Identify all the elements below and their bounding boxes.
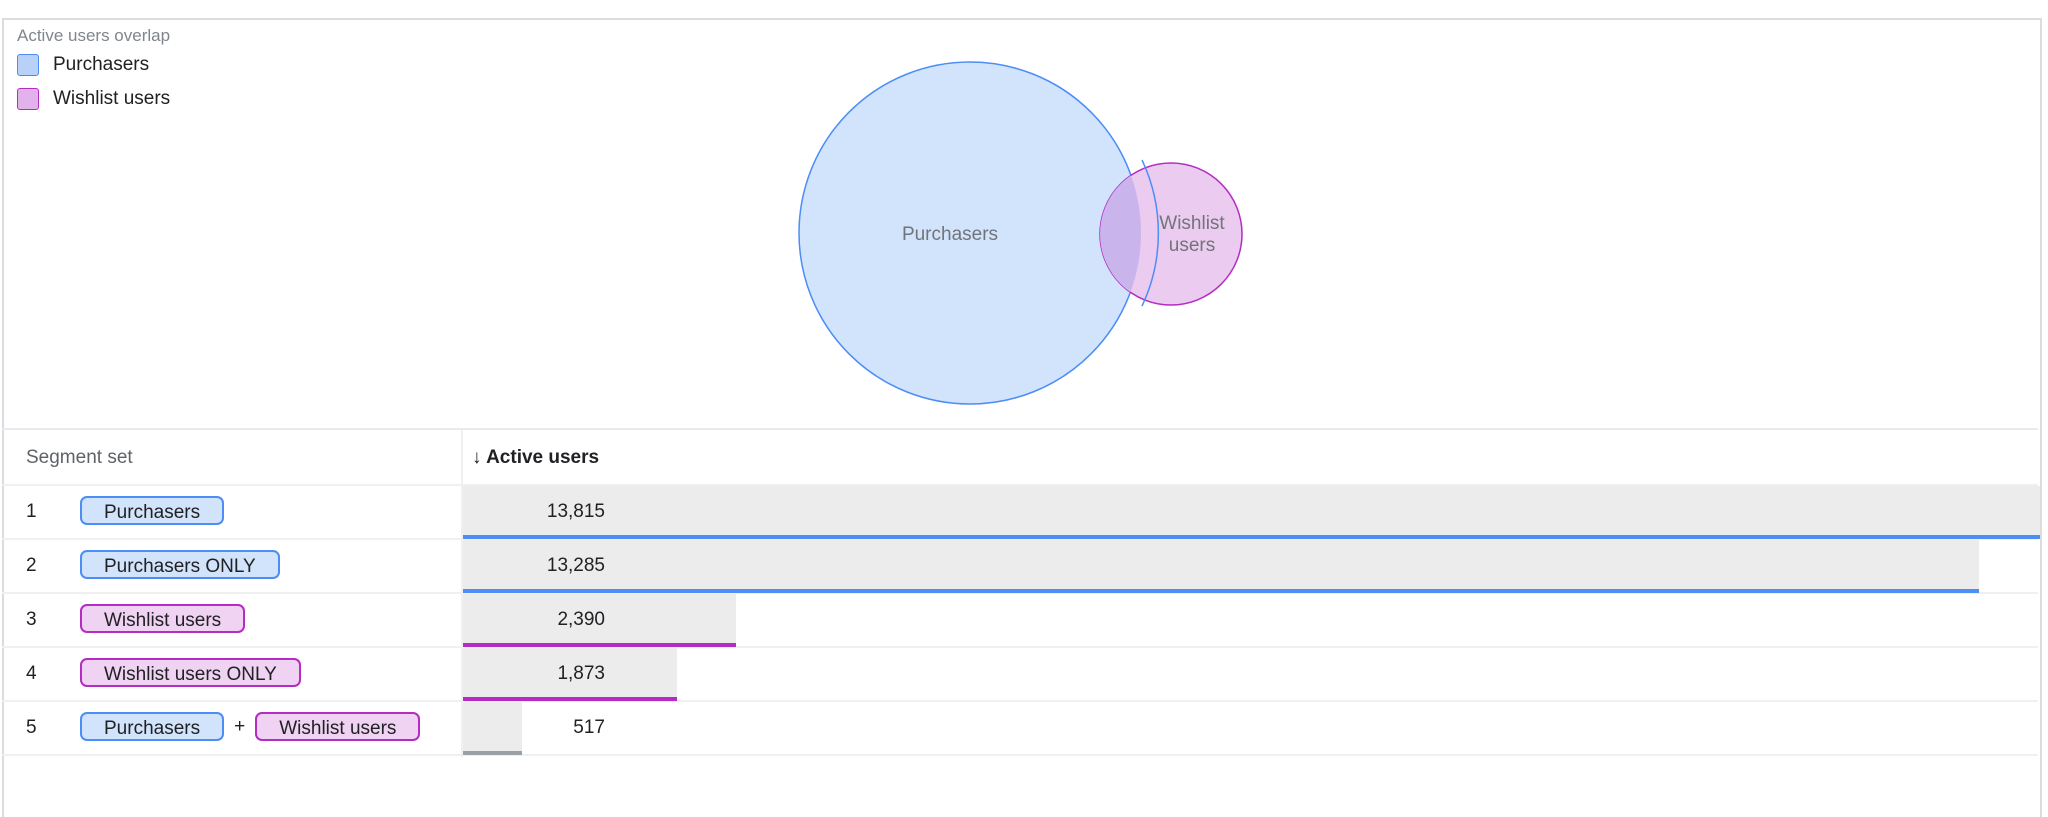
table-row[interactable]: 4 Wishlist users ONLY 1,873	[2, 648, 2038, 702]
row-index: 3	[26, 609, 37, 630]
value-bar-line	[463, 697, 677, 701]
venn-overlap[interactable]	[1100, 163, 1242, 305]
segment-chip[interactable]: Wishlist users	[255, 712, 421, 741]
legend-item-purchasers: Purchasers	[17, 54, 149, 76]
active-users-value: 13,815	[546, 501, 605, 522]
row-index: 2	[26, 555, 37, 576]
value-bar	[463, 648, 677, 700]
chart-card	[2, 18, 2042, 817]
segment-chips: Wishlist users	[80, 604, 246, 633]
value-bar-line	[463, 643, 736, 647]
value-bar	[463, 486, 2040, 538]
legend-label: Purchasers	[53, 54, 150, 75]
segment-chip[interactable]: Wishlist users ONLY	[80, 658, 301, 687]
header-segment-set: Segment set	[26, 447, 133, 468]
segment-table: Segment set ↓ Active users 1 Purchasers …	[2, 428, 2040, 757]
value-bar-line	[463, 751, 522, 755]
segment-chip[interactable]: Purchasers	[80, 712, 225, 741]
table-row[interactable]: 5 Purchasers + Wishlist users 517	[2, 702, 2038, 756]
active-users-value: 517	[573, 717, 605, 738]
value-bar-line	[463, 589, 1979, 593]
table-row[interactable]: 2 Purchasers ONLY 13,285	[2, 540, 2038, 594]
arrow-down-icon: ↓	[472, 447, 482, 468]
row-index: 1	[26, 501, 37, 522]
legend-item-wishlist: Wishlist users	[17, 88, 170, 110]
venn-label-wishlist-2: users	[1169, 235, 1215, 256]
legend-swatch	[17, 54, 39, 76]
venn-label-purchasers: Purchasers	[902, 224, 998, 245]
value-bar	[463, 540, 1979, 592]
segment-chips: Purchasers ONLY	[80, 550, 280, 579]
value-bar-line	[463, 535, 2040, 539]
row-index: 5	[26, 717, 37, 738]
active-users-value: 2,390	[557, 609, 605, 630]
active-users-value: 13,285	[546, 555, 605, 576]
header-active-users[interactable]: ↓ Active users	[472, 447, 599, 469]
segment-chip[interactable]: Purchasers	[80, 496, 225, 525]
segment-chip[interactable]: Purchasers ONLY	[80, 550, 280, 579]
value-bar	[463, 702, 522, 754]
segment-chips: Purchasers + Wishlist users	[80, 712, 421, 741]
row-index: 4	[26, 663, 37, 684]
table-header: Segment set ↓ Active users	[2, 430, 2038, 486]
table-row[interactable]: 1 Purchasers 13,815	[2, 486, 2040, 540]
active-users-value: 1,873	[557, 663, 605, 684]
value-bar	[463, 594, 736, 646]
chart-title: Active users overlap	[17, 26, 171, 45]
table-row[interactable]: 3 Wishlist users 2,390	[2, 594, 2038, 648]
venn-label-wishlist-1: Wishlist	[1159, 213, 1225, 234]
segment-chips: Wishlist users ONLY	[80, 658, 301, 687]
legend-label: Wishlist users	[53, 88, 171, 109]
venn-diagram: Purchasers Wishlist users	[798, 61, 1243, 405]
segment-chip[interactable]: Wishlist users	[80, 604, 246, 633]
segment-chips: Purchasers	[80, 496, 225, 525]
header-label: Active users	[486, 447, 600, 468]
joiner: +	[234, 715, 246, 737]
legend-swatch	[17, 88, 39, 110]
overlap-edge	[1141, 159, 1160, 307]
